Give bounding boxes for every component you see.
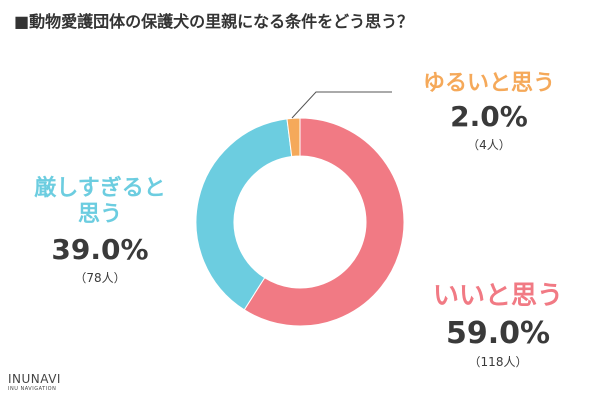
leader-line-loose [291, 91, 392, 119]
label-loose: ゆるいと思う 2.0% （4人） [394, 71, 584, 152]
slice-count-good: （118人） [468, 354, 528, 369]
slice-good [243, 117, 405, 327]
chart-title: ■動物愛護団体の保護犬の里親になる条件をどう思う？ [14, 12, 414, 31]
slice-label-strict-line2: 思う [77, 202, 122, 228]
slice-count-strict: （78人） [74, 270, 126, 285]
label-strict: 厳しすぎると 思う 39.0% （78人） [2, 176, 198, 285]
slice-strict [195, 118, 293, 311]
slice-percent-loose: 2.0% [450, 100, 528, 134]
slice-percent-good: 59.0% [445, 315, 551, 351]
slice-count-loose: （4人） [467, 137, 511, 152]
slice-label-loose: ゆるいと思う [422, 71, 555, 96]
slice-percent-strict: 39.0% [51, 232, 149, 266]
slice-label-strict-line1: 厳しすぎると [34, 176, 166, 201]
brand-logo: INUNAVI INU NAVIGATION [8, 372, 61, 392]
brand-name: INUNAVI [8, 372, 61, 386]
slice-loose [286, 117, 301, 158]
slice-label-good: いいと思う [432, 281, 563, 311]
label-good: いいと思う 59.0% （118人） [398, 282, 598, 369]
brand-tagline: INU NAVIGATION [8, 386, 57, 392]
